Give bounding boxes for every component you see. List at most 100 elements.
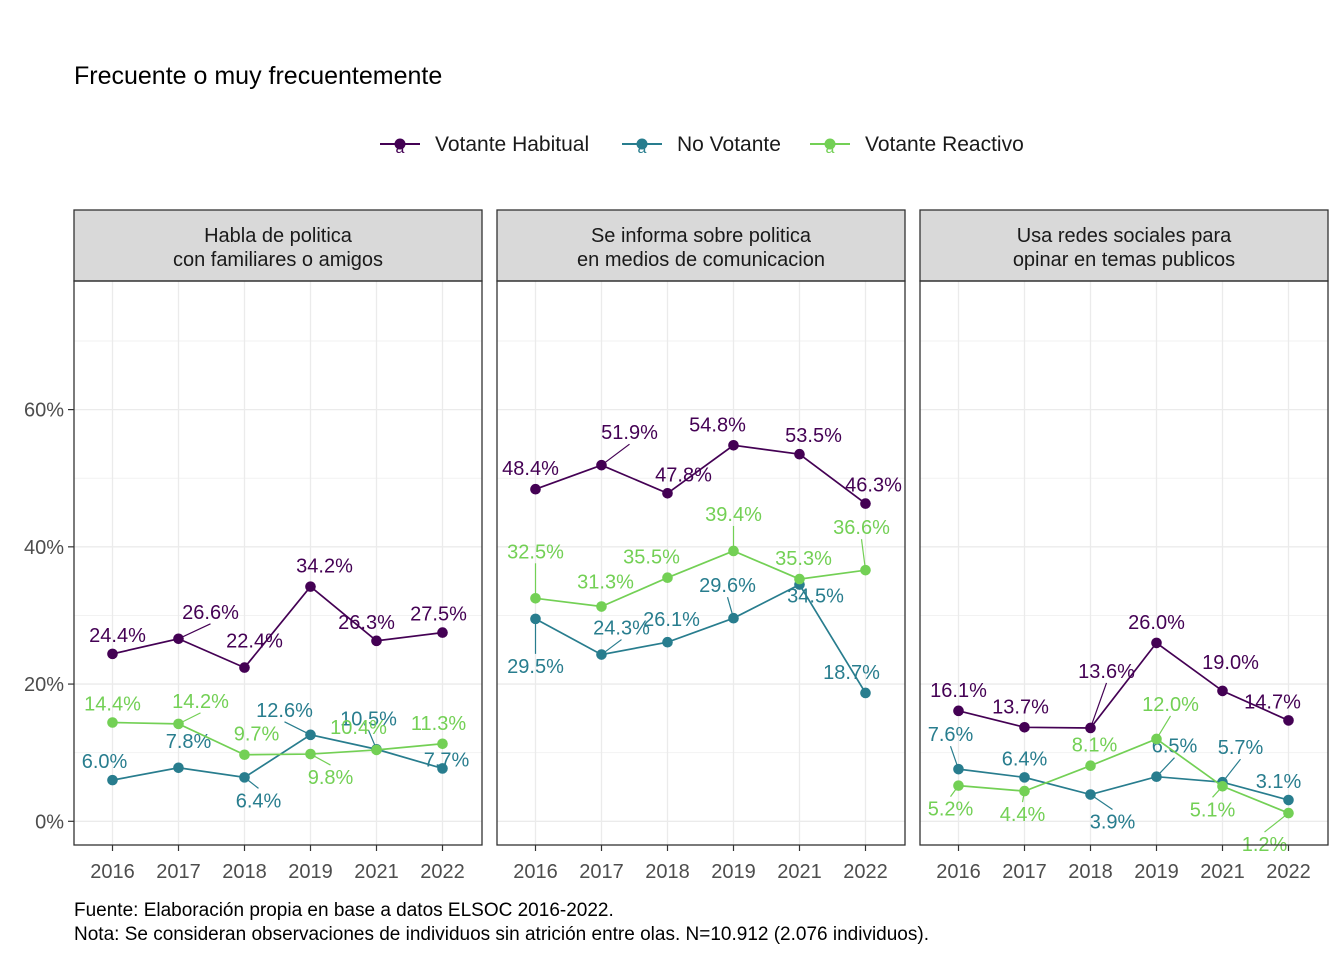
panel-border — [73, 280, 483, 846]
series-line — [535, 444, 867, 505]
series-3: 5.2% 4.4%8.1%12.0%5.1%1.2% — [928, 694, 1294, 856]
data-label: 35.3% — [775, 548, 832, 570]
data-point — [953, 780, 964, 791]
data-point — [107, 648, 118, 660]
data-label: 26.6% — [182, 602, 239, 624]
data-label: 9.8% — [308, 767, 354, 789]
x-tick-label: 2021 — [1200, 861, 1245, 883]
caption-source: Fuente: Elaboración propia en base a dat… — [74, 900, 614, 921]
data-label: 35.5% — [623, 547, 680, 569]
data-point — [860, 687, 871, 699]
y-tick-label: 20% — [24, 674, 64, 696]
data-label: 29.6% — [699, 575, 756, 597]
data-point — [530, 613, 541, 625]
data-label: 8.1% — [1072, 735, 1118, 757]
series-line — [958, 737, 1289, 814]
data-label: 3.1% — [1256, 771, 1302, 793]
data-label: 22.4% — [226, 631, 283, 653]
data-label: 48.4% — [502, 458, 559, 480]
data-point — [662, 488, 673, 499]
data-point — [437, 763, 448, 774]
y-tick-label: 60% — [24, 400, 64, 422]
data-label: 31.3% — [577, 572, 634, 594]
data-label: 9.7% — [234, 724, 280, 746]
x-tick-label: 2022 — [843, 861, 888, 883]
facet-title-line2: en medios de comunicacion — [577, 249, 825, 271]
data-point — [1283, 794, 1294, 806]
data-label: 10.5% — [340, 708, 397, 730]
legend-key-glyph: a — [396, 140, 405, 157]
series-2: 6.0% 7.8% 6.4% 12.6% 10.5% 7.7% — [82, 700, 470, 813]
data-point — [1217, 781, 1228, 792]
label-leader — [178, 623, 211, 640]
data-point — [1151, 771, 1162, 782]
series-2: 29.5% 24.3%26.1% 29.6% 34.5% 18.7% — [507, 575, 880, 699]
data-label: 4.4% — [1000, 804, 1046, 826]
panel-border — [496, 280, 906, 846]
data-point — [305, 729, 316, 741]
data-label: 18.7% — [823, 662, 880, 684]
data-label: 7.7% — [424, 749, 470, 771]
x-tick-label: 2017 — [579, 861, 624, 883]
plot-background — [497, 281, 905, 845]
data-label: 27.5% — [410, 604, 467, 626]
data-label: 7.6% — [928, 724, 974, 746]
series-line — [958, 768, 1289, 801]
data-label: 7.8% — [166, 731, 212, 753]
legend-key-point — [394, 138, 406, 150]
x-tick-label: 2019 — [711, 861, 756, 883]
series-1: 24.4% 26.6% 22.4% 34.2% 26.3% 27.5% — [89, 556, 467, 673]
data-label: 51.9% — [601, 422, 658, 444]
data-label: 5.2% — [928, 799, 974, 821]
data-point — [596, 649, 607, 660]
data-point — [728, 439, 739, 451]
data-point — [305, 748, 316, 760]
data-point — [596, 459, 607, 471]
data-label: 32.5% — [507, 541, 564, 563]
data-point — [1283, 715, 1294, 726]
series-1: 48.4% 51.9% 47.8% 54.8% 53.5% 46.3% — [502, 414, 902, 509]
data-point — [107, 717, 118, 728]
legend-item-2: a No Votante — [622, 133, 781, 157]
legend-item-1: a Votante Habitual — [380, 133, 589, 157]
data-point — [662, 636, 673, 648]
x-tick-label: 2016 — [90, 861, 135, 883]
x-tick-label: 2018 — [222, 861, 267, 883]
plot-background — [74, 281, 482, 845]
data-point — [239, 749, 250, 761]
data-point — [1217, 685, 1228, 697]
legend-label: No Votante — [677, 133, 781, 156]
data-point — [860, 498, 871, 509]
series-line — [535, 550, 866, 608]
series-line — [535, 583, 867, 694]
data-point — [794, 573, 805, 585]
series-line — [112, 585, 443, 669]
legend-key-glyph: a — [826, 140, 835, 157]
label-leader — [601, 443, 630, 466]
data-label: 26.1% — [643, 609, 700, 631]
data-point — [953, 705, 964, 717]
facet-title-line2: opinar en temas publicos — [1013, 249, 1235, 271]
data-point — [1085, 789, 1096, 800]
plot-background — [920, 281, 1328, 845]
legend-item-3: a Votante Reactivo — [810, 133, 1024, 157]
x-tick-label: 2021 — [354, 861, 399, 883]
facet-title-line1: Se informa sobre politica — [591, 225, 812, 247]
facet-title-line1: Usa redes sociales para — [1017, 225, 1232, 247]
data-point — [1085, 722, 1096, 734]
legend-key-glyph: a — [638, 140, 647, 157]
data-label: 19.0% — [1202, 652, 1259, 674]
data-label: 24.3% — [593, 618, 650, 640]
x-tick-label: 2018 — [645, 861, 690, 883]
data-point — [1151, 637, 1162, 649]
data-point — [1085, 760, 1096, 772]
facet-strip — [496, 209, 906, 282]
x-tick-label: 2019 — [288, 861, 333, 883]
legend: a Votante Habitual a No Votante a Votante Rea… — [380, 133, 1024, 157]
panel-border — [919, 280, 1329, 846]
data-label: 29.5% — [507, 656, 564, 678]
data-label: 5.1% — [1190, 799, 1236, 821]
data-point — [794, 448, 805, 460]
data-point — [371, 635, 382, 647]
